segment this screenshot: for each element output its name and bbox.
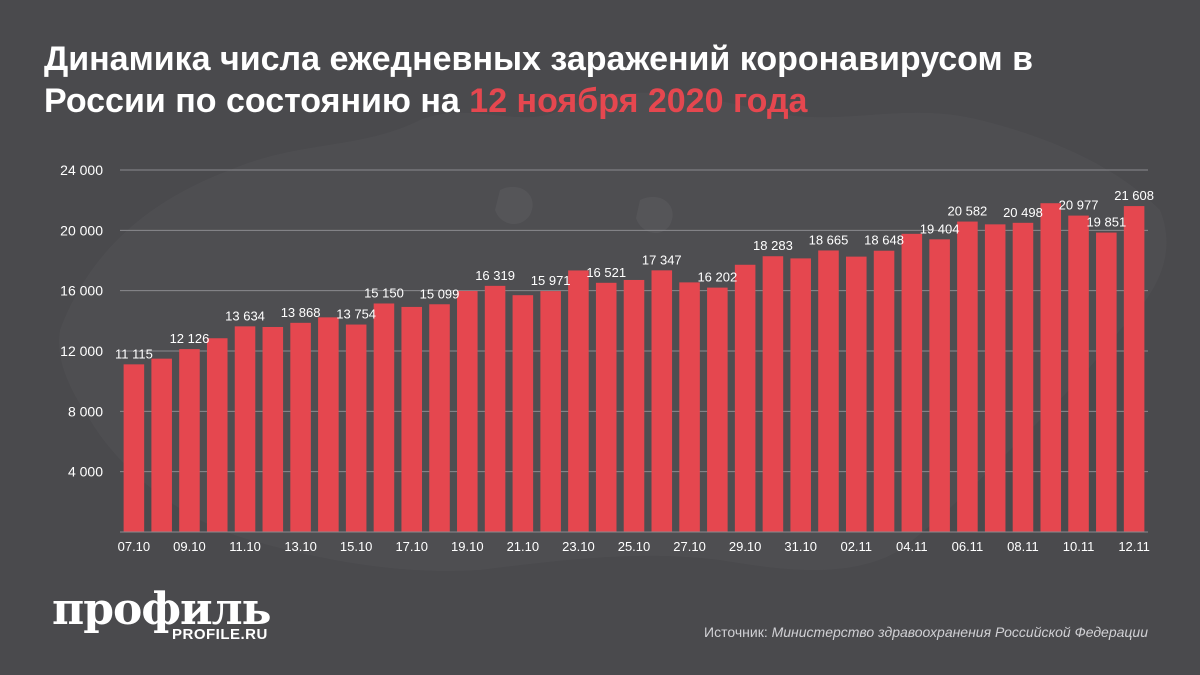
bar-15.10 (345, 324, 367, 532)
bar-25.10 (623, 279, 645, 532)
bar-31.10 (790, 258, 811, 532)
y-tick-label: 8 000 (68, 403, 103, 419)
data-label: 16 319 (475, 268, 515, 283)
y-tick-label: 12 000 (60, 343, 103, 359)
y-tick-label: 20 000 (60, 222, 103, 238)
profile-logo: профиль PROFILE.RU (52, 584, 272, 644)
bar-09.11 (1040, 203, 1062, 532)
bar-20.10 (484, 285, 506, 532)
bar-10.11 (1068, 215, 1089, 532)
title-date: 12 ноября 2020 года (469, 82, 808, 120)
x-tick-label: 11.10 (229, 539, 261, 554)
bar-07.11 (984, 224, 1006, 532)
data-label: 15 150 (364, 285, 404, 300)
bar-10.10 (206, 338, 228, 532)
data-label: 13 634 (225, 308, 265, 323)
data-labels: 11 115 12 126 13 634 13 868 13 754 15 150 15 0… (115, 188, 1154, 361)
bar-02.11 (845, 256, 867, 532)
x-tick-label: 23.10 (562, 539, 595, 554)
bar-07.10 (123, 364, 145, 532)
bar-17.10 (401, 306, 423, 532)
bar-08.11 (1012, 222, 1034, 532)
x-tick-label: 25.10 (618, 539, 651, 554)
data-label: 13 868 (281, 305, 321, 320)
bar-19.10 (457, 290, 478, 532)
y-axis: 4 000 8 000 12 000 16 000 20 000 24 000 (60, 162, 103, 480)
x-tick-label: 31.10 (784, 539, 817, 554)
source-text: Министерство здравоохранения Российской … (771, 624, 1148, 640)
x-tick-label: 21.10 (507, 539, 540, 554)
chart-title: Динамика числа ежедневных заражений коро… (44, 38, 1164, 122)
data-label: 16 521 (586, 265, 626, 280)
data-label: 18 283 (753, 238, 793, 253)
data-label: 17 347 (642, 252, 682, 267)
y-tick-label: 4 000 (68, 464, 103, 480)
bar-29.10 (734, 264, 756, 532)
x-tick-label: 02.11 (840, 539, 872, 554)
source-note: Источник: Министерство здравоохранения Р… (704, 624, 1148, 640)
data-label: 15 971 (531, 273, 571, 288)
bar-18.10 (429, 304, 450, 532)
bar-28.10 (707, 287, 728, 532)
bar-23.10 (568, 270, 589, 532)
bar-22.10 (540, 291, 561, 532)
x-tick-label: 13.10 (284, 539, 317, 554)
bar-11.11 (1096, 232, 1117, 532)
bar-14.10 (318, 317, 339, 532)
bar-05.11 (929, 239, 950, 532)
bar-06.11 (957, 221, 978, 532)
x-tick-label: 19.10 (451, 539, 484, 554)
data-label: 21 608 (1114, 188, 1154, 203)
x-tick-label: 08.11 (1007, 539, 1039, 554)
data-label: 16 202 (697, 270, 737, 285)
bars (123, 203, 1145, 532)
data-label: 13 754 (336, 307, 376, 322)
x-tick-label: 06.11 (952, 539, 984, 554)
bar-11.10 (234, 326, 256, 532)
x-tick-label: 04.11 (896, 539, 928, 554)
data-label: 19 851 (1086, 215, 1126, 230)
bar-16.10 (373, 303, 395, 532)
bar-30.10 (762, 256, 784, 532)
data-label: 15 099 (420, 286, 460, 301)
source-label: Источник: (704, 624, 768, 640)
x-axis: 07.10 09.10 11.10 13.10 15.10 17.10 19.10 21.10… (118, 531, 1150, 554)
bar-09.10 (179, 349, 200, 532)
logo-url: PROFILE.RU (172, 626, 268, 643)
x-tick-label: 07.10 (118, 539, 151, 554)
bar-04.11 (901, 233, 923, 532)
y-tick-label: 16 000 (60, 283, 103, 299)
bar-21.10 (512, 295, 534, 532)
data-label: 20 977 (1059, 198, 1099, 213)
x-tick-label: 15.10 (340, 539, 373, 554)
bar-01.11 (818, 250, 839, 532)
x-tick-label: 09.10 (173, 539, 206, 554)
data-label: 19 404 (920, 221, 960, 236)
data-label: 11 115 (115, 346, 153, 361)
data-label: 18 648 (864, 233, 904, 248)
x-tick-label: 10.11 (1063, 539, 1095, 554)
x-tick-label: 12.11 (1118, 539, 1150, 554)
data-label: 20 498 (1003, 205, 1043, 220)
logo-word: профиль (52, 584, 272, 635)
x-tick-label: 17.10 (395, 539, 428, 554)
bar-03.11 (873, 250, 895, 532)
bar-12.11 (1123, 206, 1145, 532)
bar-26.10 (651, 270, 673, 532)
title-main: Динамика числа ежедневных заражений коро… (44, 40, 1034, 120)
y-tick-label: 24 000 (60, 162, 103, 178)
x-tick-label: 27.10 (673, 539, 706, 554)
bar-13.10 (290, 322, 311, 532)
x-tick-label: 29.10 (729, 539, 762, 554)
bar-12.10 (262, 326, 284, 532)
data-label: 18 665 (809, 232, 849, 247)
bar-27.10 (679, 282, 700, 532)
data-label: 12 126 (170, 331, 210, 346)
data-label: 20 582 (948, 204, 988, 219)
bar-08.10 (151, 358, 172, 532)
bar-24.10 (595, 282, 617, 532)
